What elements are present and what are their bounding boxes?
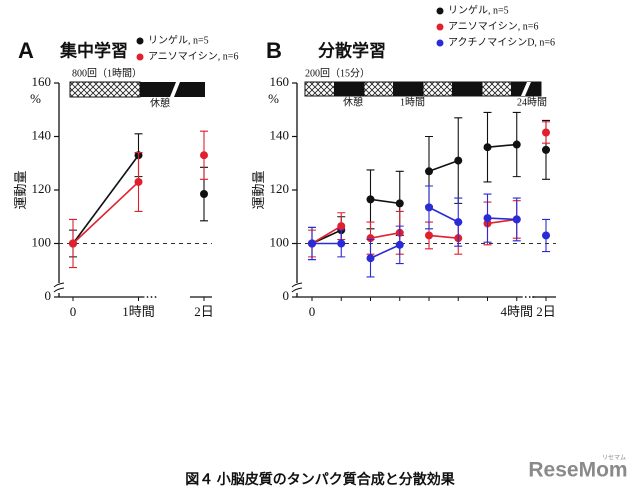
data-point: [512, 140, 521, 149]
x-axis-break-dot: [146, 296, 149, 298]
chart-title: 集中学習: [59, 40, 128, 60]
data-point: [69, 239, 77, 248]
series-line: [311, 225, 342, 245]
x-tick-label: 0: [70, 304, 77, 319]
data-point: [483, 143, 492, 152]
data-point: [200, 151, 208, 160]
y-tick-label: 140: [32, 127, 52, 142]
y-unit: %: [268, 91, 279, 106]
data-point: [425, 167, 433, 176]
y-axis-break: [291, 282, 303, 293]
schedule-label: 休憩: [150, 96, 170, 109]
data-point: [542, 231, 550, 240]
x-axis-break-dot: [154, 296, 157, 298]
y-axis-label: 運動量: [13, 170, 28, 209]
schedule-rest: [452, 81, 483, 97]
data-point: [337, 222, 346, 231]
data-point: [454, 156, 463, 165]
data-point: [542, 145, 550, 154]
x-tick-label: 2日: [536, 304, 556, 319]
schedule-label: 200回（15分）: [305, 67, 370, 79]
legend-marker: [436, 7, 444, 15]
y-unit: %: [30, 91, 41, 106]
y-tick-label: 160: [270, 74, 290, 89]
series-line: [487, 143, 517, 148]
series-line: [428, 206, 459, 223]
y-tick-label: 100: [270, 234, 290, 249]
legend-label: リンゲル, n=5: [448, 4, 509, 16]
series-line: [72, 181, 140, 245]
data-point: [366, 234, 375, 243]
data-point: [395, 240, 404, 249]
schedule-label: 1時間: [400, 96, 425, 108]
data-point: [454, 218, 463, 227]
series-line: [428, 234, 459, 239]
y-tick-label: 100: [32, 234, 52, 249]
series-line: [487, 217, 517, 221]
schedule-train: [363, 81, 394, 97]
data-point: [337, 239, 346, 248]
data-point: [366, 254, 375, 263]
y-tick-label: 0: [283, 288, 290, 303]
y-axis-label: 運動量: [251, 170, 266, 209]
legend-marker: [136, 37, 144, 45]
figure-caption: 図４ 小脳皮質のタンパク質合成と分散効果: [185, 471, 455, 488]
y-tick-label: 140: [270, 127, 290, 142]
y-axis-break: [53, 282, 65, 293]
schedule-rest: [140, 82, 205, 97]
data-point: [512, 215, 521, 224]
panel-label: A: [18, 38, 34, 63]
series-line: [72, 154, 140, 244]
data-point: [425, 231, 433, 240]
series-line: [370, 232, 400, 239]
y-tick-label: 160: [32, 74, 52, 89]
logo: ReseMom: [528, 459, 627, 482]
series-line: [370, 244, 401, 259]
legend-marker: [136, 53, 144, 61]
schedule-rest: [393, 81, 424, 97]
schedule-train: [481, 81, 512, 97]
legend-label: アニソマイシン, n=6: [448, 21, 538, 32]
schedule-train: [304, 81, 335, 97]
schedule-rest: [527, 82, 541, 96]
panel-label: B: [266, 38, 282, 63]
x-tick-label: 0: [309, 304, 316, 319]
data-point: [366, 195, 375, 204]
data-point: [425, 203, 433, 212]
series-line: [428, 159, 459, 173]
schedule-rest: [334, 81, 365, 97]
y-tick-label: 120: [270, 181, 290, 196]
legend-label: アニソマイシン, n=6: [148, 51, 238, 62]
legend-marker: [436, 23, 444, 31]
legend-label: リンゲル, n=5: [148, 34, 209, 46]
x-tick-label: 2日: [194, 304, 214, 319]
x-axis-break-dot: [524, 296, 527, 298]
schedule-label: 800回（1時間）: [72, 67, 142, 79]
schedule-break: [521, 82, 531, 96]
data-point: [395, 199, 404, 208]
data-point: [308, 239, 316, 248]
y-tick-label: 120: [32, 181, 52, 196]
schedule-train: [69, 81, 141, 98]
logo-subtext: リセマム: [602, 455, 626, 462]
data-point: [134, 177, 143, 186]
data-point: [483, 214, 492, 223]
legend-marker: [436, 39, 444, 47]
schedule-label: 24時間: [517, 96, 547, 108]
data-point: [542, 128, 550, 137]
series-line: [370, 198, 400, 205]
y-tick-label: 0: [45, 288, 52, 303]
x-tick-label: 1時間: [122, 304, 155, 319]
x-axis-break-dot: [150, 296, 153, 298]
series-line: [487, 218, 517, 225]
schedule-break: [170, 82, 180, 97]
data-point: [200, 190, 208, 199]
schedule-train: [422, 81, 453, 97]
chart-title: 分散学習: [318, 40, 386, 60]
schedule-label: 休憩: [343, 95, 363, 108]
x-tick-label: 4時間: [500, 304, 533, 319]
x-axis-break-dot: [528, 296, 531, 298]
legend-label: アクチノマイシンD, n=6: [448, 36, 555, 48]
